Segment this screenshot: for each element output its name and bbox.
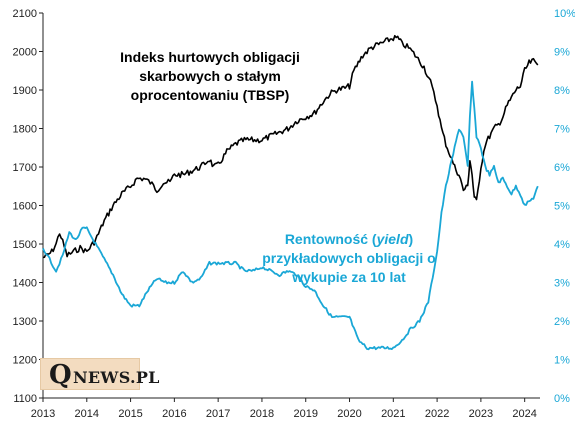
x-tick-label: 2014 [75, 408, 99, 420]
y-right-tick-label: 4% [554, 239, 570, 251]
x-tick-label: 2013 [31, 408, 55, 420]
y-right-tick-label: 3% [554, 278, 570, 290]
yield-annotation-line-3: wykupie za 10 lat [291, 269, 406, 285]
y-right-tick-label: 8% [554, 85, 570, 97]
y-right-tick-label: 5% [554, 201, 570, 213]
qnews-logo: Q NEWS.PL [40, 358, 159, 390]
x-tick-label: 2017 [206, 408, 230, 420]
y-left-tick-label: 1400 [13, 278, 37, 290]
y-right-tick-label: 0% [554, 393, 570, 405]
index-annotation-line-1: Indeks hurtowych obligacji [120, 49, 300, 65]
x-tick-label: 2018 [250, 408, 274, 420]
index-annotation-line-3: oprocentowaniu (TBSP) [131, 87, 290, 103]
logo-text: NEWS.PL [73, 368, 160, 387]
y-left-tick-label: 1600 [13, 201, 37, 213]
y-left-tick-label: 2100 [13, 8, 37, 20]
y-right-tick-label: 2% [554, 316, 570, 328]
x-tick-label: 2020 [337, 408, 361, 420]
x-tick-label: 2019 [293, 408, 317, 420]
x-tick-label: 2015 [118, 408, 142, 420]
y-right-tick-label: 6% [554, 162, 570, 174]
yield-annotation-line-2: przykładowych obligacji o [262, 250, 435, 266]
y-left-tick-label: 1700 [13, 162, 37, 174]
y-right-tick-label: 1% [554, 355, 570, 367]
series-layer [42, 34, 539, 351]
y-left-tick-label: 1800 [13, 124, 37, 136]
yield-10y-line [42, 80, 539, 351]
x-tick-label: 2016 [162, 408, 186, 420]
logo-letter-q: Q [49, 360, 72, 390]
y-left-tick-label: 1100 [13, 393, 37, 405]
y-right-tick-label: 10% [554, 8, 575, 20]
index-annotation-line-2: skarbowych o stałym [139, 68, 281, 84]
yield-annotation-line-1: Rentowność (yield) [285, 231, 413, 247]
yield-annotation-italic: yield [376, 231, 409, 247]
y-left-tick-label: 1300 [13, 316, 37, 328]
x-tick-label: 2021 [381, 408, 405, 420]
y-left-tick-label: 1500 [13, 239, 37, 251]
y-right-tick-label: 9% [554, 47, 570, 59]
yield-annotation-part-before: Rentowność ( [285, 231, 377, 247]
x-tick-label: 2024 [512, 408, 536, 420]
axes: 1100 1200 1300 1400 1500 1600 1700 1800 1900 2000… [13, 8, 575, 420]
x-tick-label: 2022 [425, 408, 449, 420]
tbsp-index-line [42, 34, 539, 259]
y-left-tick-label: 1900 [13, 85, 37, 97]
yield-annotation-part-after: ) [409, 231, 414, 247]
y-left-tick-label: 2000 [13, 47, 37, 59]
y-right-tick-label: 7% [554, 124, 570, 136]
x-tick-label: 2023 [469, 408, 493, 420]
y-left-tick-label: 1200 [13, 355, 37, 367]
